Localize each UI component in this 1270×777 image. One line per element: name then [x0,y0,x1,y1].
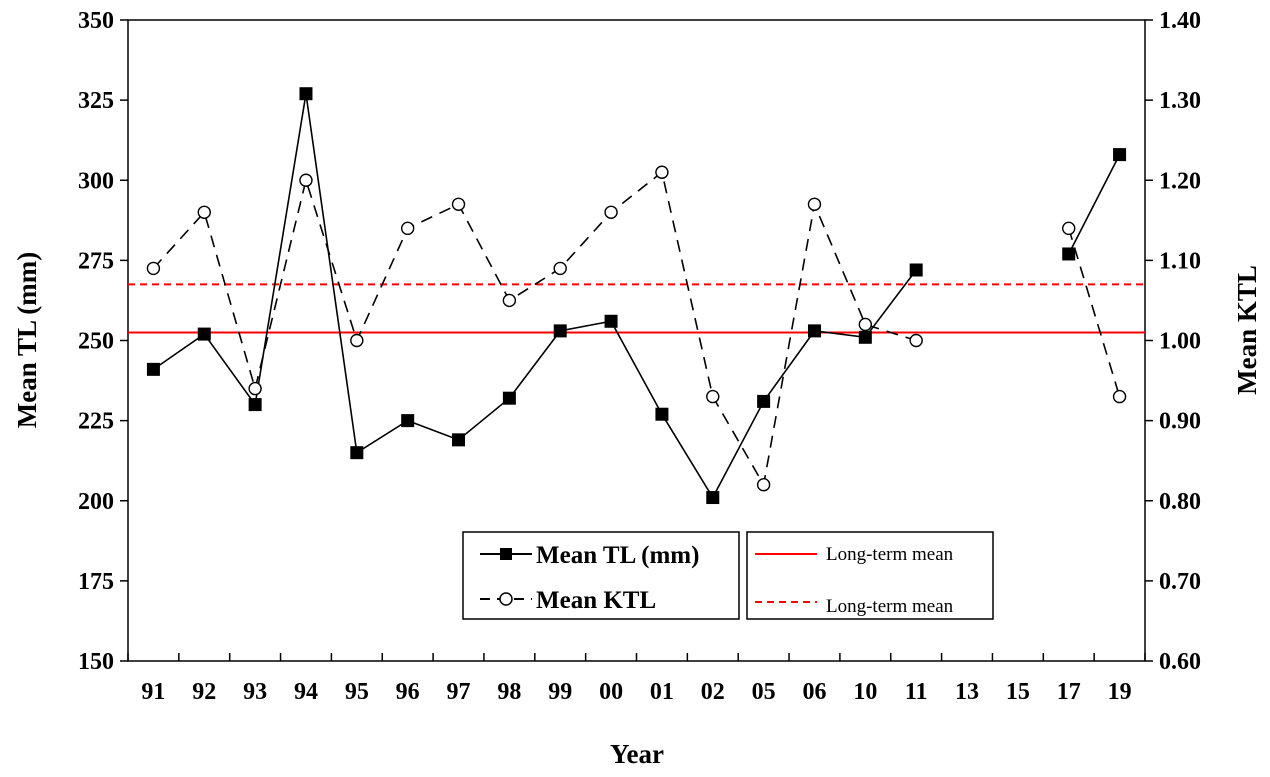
x-tick-label: 19 [1108,679,1132,705]
y-right-tick-label: 1.20 [1159,168,1201,194]
series-ktl-point [756,478,771,492]
legend-ktl-marker [499,592,513,606]
series-tl-point [655,407,669,421]
series-tl-point [706,491,720,505]
series-tl-point [350,446,364,460]
x-tick-label: 13 [955,679,979,705]
series-ktl-point [400,221,415,236]
y-right-tick-label: 0.70 [1159,569,1201,595]
legend-reference-box [746,531,994,620]
series-ktl-point [451,197,466,211]
y-right-tick-label: 1.30 [1159,88,1201,114]
series-tl-point [604,314,618,328]
x-tick-label: 02 [701,679,725,705]
series-ktl-line [1067,228,1121,397]
y-left-tick-label: 175 [78,569,114,595]
series-lines [152,93,1121,500]
series-tl-point [197,327,211,341]
series-tl-point [1113,148,1127,162]
series-tl-point [1062,247,1076,261]
series-ktl-point [655,165,669,179]
x-tick-label: 15 [1006,679,1030,705]
x-tick-label: 00 [599,679,623,705]
series-ktl-point [248,381,262,396]
y-left-tick-label: 150 [78,649,114,675]
axes: 91 92 93 94 95 96 97 98 99 00 01 02 05 06 10 11 13 15 17 19… [78,8,1201,705]
x-tick-label: 92 [192,679,216,705]
x-tick-label: 96 [396,679,420,705]
legend-tl-label: Mean TL (mm) [536,542,699,569]
y-left-tick-label: 350 [78,8,114,34]
x-tick-label: 99 [548,679,572,705]
y-left-tick-label: 325 [78,88,114,114]
x-tick-label: 11 [905,679,928,705]
series-ktl-point [553,261,567,276]
series-ktl-point [502,293,517,308]
legend-series: Mean TL (mm) Mean KTL [462,531,740,620]
reference-lines [128,283,1145,334]
legend-tl-marker [500,548,512,560]
y-right-tick-label: 1.10 [1159,248,1201,274]
y-right-tick-label: 1.40 [1159,8,1201,34]
x-tick-label: 06 [802,679,826,705]
series-tl-point [146,362,160,376]
x-tick-label: 95 [345,679,369,705]
y-right-tick-label: 0.60 [1159,649,1201,675]
x-tick-label: 05 [752,679,776,705]
series-tl-point [807,324,821,338]
y-right-tick-label: 0.80 [1159,489,1201,515]
y-right-tick-label: 1.00 [1159,329,1201,355]
legend-reference: Long-term mean Long-term mean [746,531,994,620]
series-ktl-point [197,205,211,220]
series-ktl-point [706,389,720,404]
x-tick-label: 94 [294,679,318,705]
series-ktl-point [350,333,364,348]
x-tick-label: 17 [1057,679,1081,705]
x-axis-title: Year [610,739,664,769]
y-right-tick-label: 0.90 [1159,409,1201,435]
series-tl-point [401,414,415,428]
legend-ref-solid-label: Long-term mean [826,544,954,565]
series-ktl-point [146,261,161,276]
series-tl-point [452,433,466,447]
series-ktl-point [858,317,873,332]
x-tick-label: 91 [141,679,165,705]
x-tick-label: 97 [447,679,471,705]
y-left-tick-label: 225 [78,409,114,435]
series-tl-point [858,330,872,344]
series-ktl-point [1062,221,1076,236]
series-markers [146,87,1127,505]
x-tick-label: 98 [497,679,521,705]
series-tl-line [1068,154,1121,255]
series-tl-point [502,391,516,405]
legend-ref-dashed-label: Long-term mean [826,596,954,617]
y-left-tick-label: 300 [78,168,114,194]
series-ktl-point [299,173,313,187]
x-tick-label: 93 [243,679,267,705]
y-axis-left-title: Mean TL (mm) [12,252,42,429]
x-tick-label: 10 [853,679,877,705]
series-ktl-point [807,197,822,211]
legend-ktl-label: Mean KTL [536,587,656,614]
series-ktl-point [1112,389,1127,404]
series-tl-point [757,394,771,408]
y-left-tick-label: 250 [78,329,114,355]
series-tl-point [553,324,567,338]
y-left-tick-label: 200 [78,489,114,515]
series-tl-line [152,93,917,500]
series-tl-point [909,263,923,277]
series-ktl-line [152,170,917,488]
y-axis-right-title: Mean KTL [1232,265,1262,395]
series-ktl-point [604,205,618,220]
x-tick-label: 01 [650,679,674,705]
series-tl-point [248,398,262,412]
y-left-tick-label: 275 [78,248,114,274]
series-ktl-point [909,333,923,348]
series-tl-point [299,87,313,101]
